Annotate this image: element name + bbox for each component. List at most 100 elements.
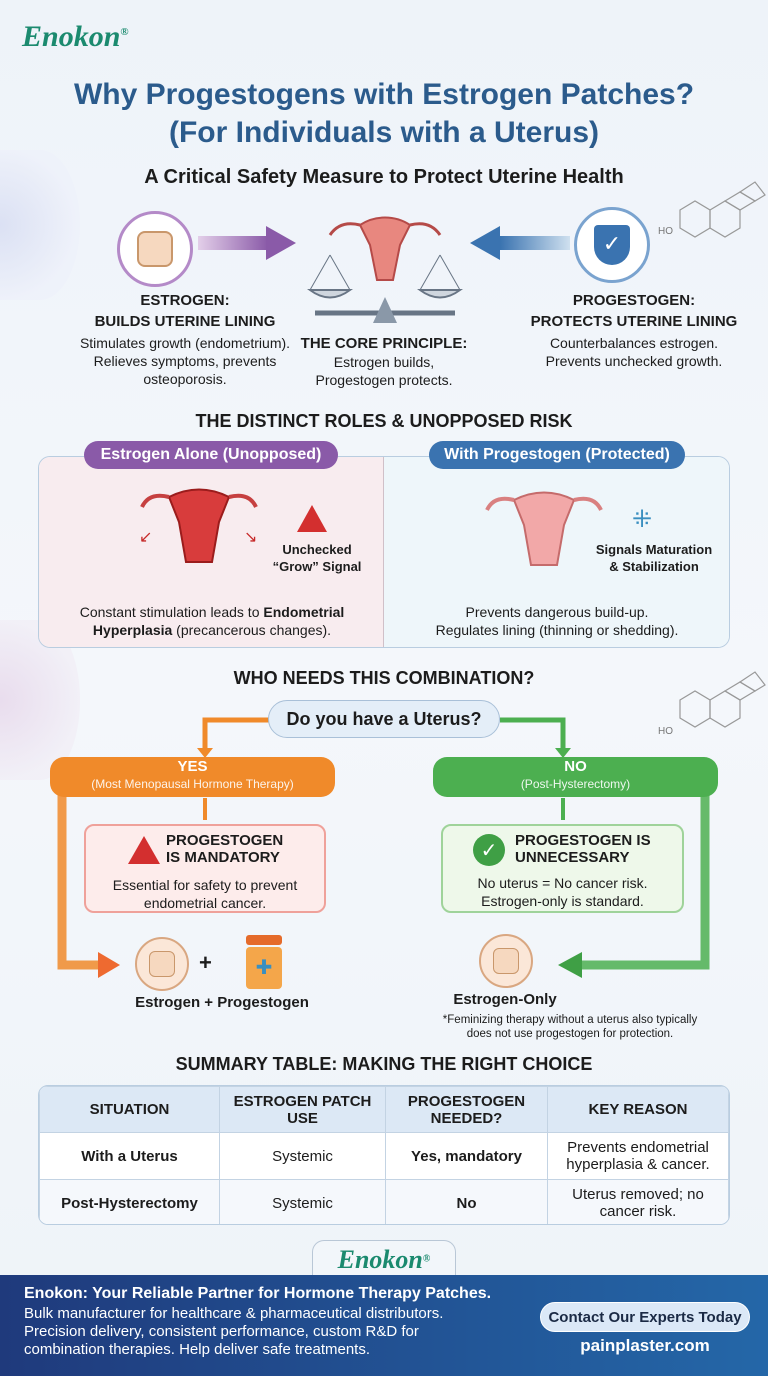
- estrogen-role: ESTROGEN: BUILDS UTERINE LINING Stimulat…: [40, 290, 330, 388]
- core-text: Progestogen protects.: [315, 372, 453, 388]
- arrow-right-icon: [198, 236, 268, 250]
- footer-headline: Enokon: Your Reliable Partner for Hormon…: [24, 1285, 492, 1302]
- estrogen-patch-icon: [135, 937, 189, 991]
- distinct-roles-panel: ↙ ↘ Unchecked “Grow” Signal Constant stimu…: [38, 456, 730, 648]
- no-branch: NO (Post-Hysterectomy): [433, 757, 718, 797]
- table-cell: Systemic: [219, 1179, 386, 1224]
- uterus-question: Do you have a Uterus?: [268, 700, 500, 738]
- no-sub: (Post-Hysterectomy): [520, 777, 631, 791]
- protected-panel: ⁜ Signals Maturation & Stabilization Prev…: [384, 457, 729, 647]
- mandatory-text: Essential for safety to prevent endometri…: [86, 876, 324, 912]
- distinct-heading: THE DISTINCT ROLES & UNOPPOSED RISK: [195, 411, 573, 431]
- title-line-2: (For Individuals with a Uterus): [168, 116, 600, 149]
- estrogen-patch-icon: [479, 934, 533, 988]
- flow-arrows: [57, 717, 710, 978]
- grow-signal-label: Unchecked “Grow” Signal: [267, 541, 367, 575]
- uterus-healthy-icon: [485, 491, 603, 566]
- progestogen-role: PROGESTOGEN: PROTECTS UTERINE LINING Cou…: [500, 290, 768, 370]
- text-bold: Hyperplasia: [92, 622, 173, 638]
- title: UNNECESSARY: [515, 849, 630, 866]
- title: PROGESTOGEN IS: [515, 832, 651, 849]
- title: IS MANDATORY: [166, 849, 280, 866]
- plus-sign: +: [199, 950, 212, 975]
- column-header: PROGESTOGEN NEEDED?: [385, 1086, 548, 1133]
- yes-sub: (Most Menopausal Hormone Therapy): [91, 777, 294, 791]
- estrogen-text: Stimulates growth (endometrium).: [79, 335, 291, 351]
- text: Bulk manufacturer for healthcare & pharm…: [24, 1305, 444, 1322]
- mandatory-box: PROGESTOGEN IS MANDATORY Essential for sa…: [84, 824, 326, 913]
- signal-text: Signals Maturation: [595, 542, 713, 557]
- arrow-head: [266, 226, 296, 260]
- column-header: SITUATION: [39, 1086, 220, 1133]
- column-header: KEY REASON: [547, 1086, 729, 1133]
- maturation-label: Signals Maturation & Stabilization: [584, 541, 724, 575]
- table-row: Post-Hysterectomy Systemic No Uterus rem…: [39, 1179, 729, 1224]
- estrogen-patch-icon: [117, 211, 193, 287]
- contact-experts-button[interactable]: Contact Our Experts Today: [540, 1302, 750, 1332]
- text: Estrogen-only is standard.: [481, 893, 644, 909]
- signal-text: Unchecked: [282, 542, 352, 557]
- combo-result: Estrogen + Progestogen: [135, 994, 309, 1011]
- footer-logo-tab: Enokon®: [312, 1240, 456, 1280]
- subtitle: A Critical Safety Measure to Protect Ute…: [144, 166, 624, 188]
- footer-logo: Enokon: [337, 1245, 423, 1274]
- uterus-inflamed-icon: ↙ ↘: [139, 488, 258, 563]
- core-title: THE CORE PRINCIPLE:: [300, 335, 468, 352]
- registered-mark: ®: [422, 1253, 431, 1265]
- unopposed-panel: ↙ ↘ Unchecked “Grow” Signal Constant stimu…: [39, 457, 384, 647]
- unnecessary-title: PROGESTOGEN IS UNNECESSARY: [515, 832, 651, 866]
- mandatory-title: PROGESTOGEN IS MANDATORY: [166, 832, 283, 866]
- note: *Feminizing therapy without a uterus als…: [442, 1014, 698, 1026]
- table-cell: Systemic: [219, 1132, 386, 1180]
- warning-icon: [128, 836, 160, 864]
- cell-illustration: [0, 150, 80, 300]
- table-row: With a Uterus Systemic Yes, mandatory Pr…: [39, 1132, 729, 1180]
- footer: Enokon: Your Reliable Partner for Hormon…: [0, 1275, 768, 1376]
- with-progestogen-label: With Progestogen (Protected): [429, 441, 685, 469]
- pill-bottle-icon: ✚: [246, 935, 282, 989]
- svg-text:↙: ↙: [139, 529, 152, 546]
- table-cell: Yes, mandatory: [385, 1132, 548, 1180]
- warning-icon: [297, 505, 327, 532]
- shield-check-icon: ✓: [574, 207, 650, 283]
- text: No uterus = No cancer risk.: [477, 875, 648, 891]
- svg-text:↘: ↘: [244, 529, 257, 546]
- summary-heading: SUMMARY TABLE: MAKING THE RIGHT CHOICE: [175, 1054, 593, 1074]
- core-text: Estrogen builds,: [333, 354, 435, 370]
- table-cell: Post-Hysterectomy: [39, 1179, 220, 1224]
- title: PROGESTOGEN: [166, 832, 284, 849]
- progestogen-text: Counterbalances estrogen.: [549, 335, 719, 351]
- website-link[interactable]: painplaster.com: [580, 1336, 710, 1355]
- text: combination therapies. Help deliver safe…: [24, 1341, 371, 1358]
- text: endometrial cancer.: [143, 895, 267, 911]
- logo-text: Enokon: [22, 20, 121, 53]
- signal-text: & Stabilization: [609, 559, 699, 574]
- estrogen-text: Relieves symptoms, prevents: [93, 353, 277, 369]
- steroid-molecule-icon: HO: [658, 181, 766, 238]
- estrogen-title: ESTROGEN:: [140, 292, 230, 309]
- summary-table: SITUATION ESTROGEN PATCH USE PROGESTOGEN…: [38, 1085, 730, 1225]
- arrow-head: [470, 226, 500, 260]
- text: Essential for safety to prevent: [112, 877, 298, 893]
- progestogen-title: PROGESTOGEN:: [572, 292, 696, 309]
- text: Precision delivery, consistent performan…: [24, 1323, 419, 1340]
- yes-label: YES: [177, 758, 208, 775]
- table-cell: Prevents endometrial hyperplasia & cance…: [547, 1132, 729, 1180]
- molecule-label: HO: [658, 726, 673, 737]
- estrogen-title: BUILDS UTERINE LINING: [94, 313, 276, 330]
- estrogen-only-result: Estrogen-Only: [453, 991, 557, 1008]
- table-cell: Uterus removed; no cancer risk.: [547, 1179, 729, 1224]
- table-header: SITUATION ESTROGEN PATCH USE PROGESTOGEN…: [39, 1086, 729, 1133]
- table-cell: With a Uterus: [39, 1132, 220, 1180]
- progestogen-title: PROTECTS UTERINE LINING: [530, 313, 738, 330]
- text: (precancerous changes).: [172, 622, 332, 638]
- protected-text: Prevents dangerous build-up. Regulates li…: [384, 603, 729, 639]
- core-principle: THE CORE PRINCIPLE: Estrogen builds, Pro…: [274, 334, 494, 389]
- feminizing-note: *Feminizing therapy without a uterus als…: [400, 1013, 740, 1041]
- unopposed-text: Constant stimulation leads to Endometria…: [39, 603, 385, 639]
- text: Regulates lining (thinning or shedding).: [435, 622, 679, 638]
- table-cell: No: [385, 1179, 548, 1224]
- registered-mark: ®: [120, 26, 129, 38]
- who-heading: WHO NEEDS THIS COMBINATION?: [233, 668, 535, 688]
- unnecessary-box: ✓ PROGESTOGEN IS UNNECESSARY No uterus = …: [441, 824, 684, 913]
